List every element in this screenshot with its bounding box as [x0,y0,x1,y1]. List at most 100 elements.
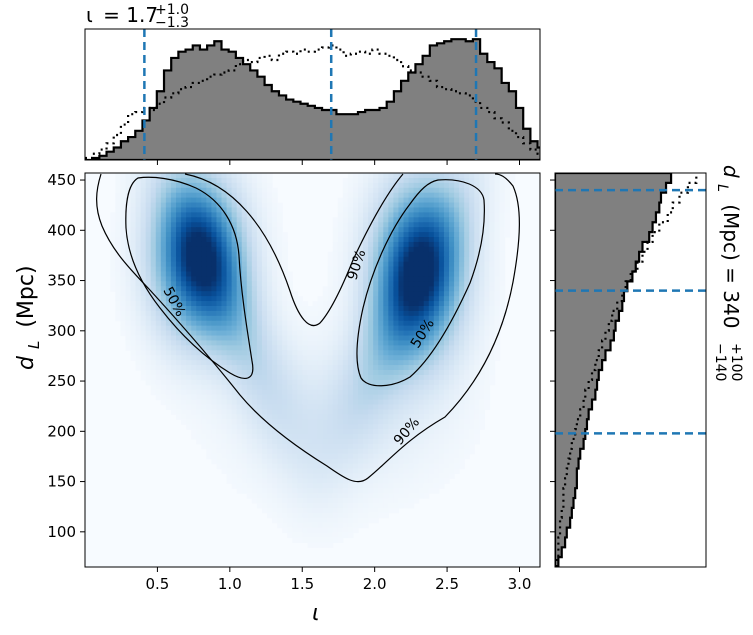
x-axis-label: ι [312,601,319,626]
density-cell [428,394,435,401]
density-cell [428,370,435,376]
density-cell [307,488,314,494]
density-cell [327,271,334,278]
density-cell [256,310,263,317]
density-cell [120,286,127,292]
density-cell [499,202,506,209]
density-cell [363,384,369,391]
density-cell [494,182,501,189]
density-cell [292,315,298,322]
density-cell [251,394,258,401]
density-cell [418,330,425,337]
density-cell [201,384,207,391]
density-cell [226,212,233,218]
density-cell [282,237,288,243]
density-cell [231,453,238,460]
density-cell [373,384,379,391]
density-cell [403,217,410,223]
density-cell [322,537,329,543]
density-cell [373,310,379,317]
density-cell [231,202,238,209]
density-cell [226,315,233,322]
density-cell [246,360,253,366]
dl-posterior-histogram [555,173,673,567]
density-cell [216,374,223,381]
density-cell [130,350,137,356]
density-cell [261,424,268,430]
density-cell [282,512,288,519]
density-cell [363,330,369,337]
density-cell [413,414,420,420]
density-cell [443,399,450,406]
density-cell [454,404,460,410]
density-cell [423,330,430,337]
density-cell [272,192,278,199]
density-cell [145,192,152,199]
density-cell [413,281,420,287]
density-cell [347,493,354,499]
density-cell [449,325,455,332]
density-cell [469,227,475,233]
density-cell [489,350,496,356]
density-cell [418,365,425,371]
density-cell [191,335,197,342]
density-cell [312,350,319,356]
density-cell [464,315,470,322]
density-cell [464,261,470,268]
density-cell [312,502,319,509]
density-cell [383,429,389,435]
density-cell [292,532,298,539]
density-cell [438,310,445,317]
density-cell [443,296,450,302]
density-cell [413,315,420,322]
density-cell [186,192,192,199]
density-cell [206,296,212,302]
density-cell [155,202,162,209]
density-cell [378,266,384,273]
density-cell [267,281,273,287]
density-cell [383,404,389,410]
density-cell [494,207,501,213]
density-cell [292,527,298,534]
density-cell [358,197,364,204]
density-cell [484,271,491,278]
density-cell [347,379,354,386]
density-cell [383,320,389,327]
density-cell [479,281,485,287]
density-cell [302,389,309,396]
density-cell [373,350,379,356]
density-cell [140,222,147,228]
density-cell [322,296,329,302]
density-cell [388,177,394,184]
density-cell [352,389,359,396]
density-cell [363,458,369,465]
density-cell [454,409,460,415]
density-cell [261,488,268,494]
density-cell [443,286,450,292]
density-cell [155,187,162,194]
density-cell [479,261,485,268]
density-cell [363,251,369,258]
density-cell [403,498,410,504]
density-cell [206,217,212,223]
density-cell [272,276,278,282]
density-cell [150,310,157,317]
density-cell [413,320,420,327]
density-cell [201,429,207,435]
density-cell [221,453,228,460]
density-cell [454,286,460,292]
density-cell [327,291,334,297]
density-cell [378,187,384,194]
density-cell [261,202,268,209]
density-cell [115,173,121,179]
density-cell [408,414,415,420]
density-cell [479,389,485,396]
density-cell [393,483,400,489]
density-cell [342,305,349,312]
density-cell [393,414,400,420]
density-cell [403,266,410,273]
density-cell [403,379,410,386]
density-cell [443,468,450,475]
density-cell [393,399,400,406]
density-cell [347,237,354,243]
